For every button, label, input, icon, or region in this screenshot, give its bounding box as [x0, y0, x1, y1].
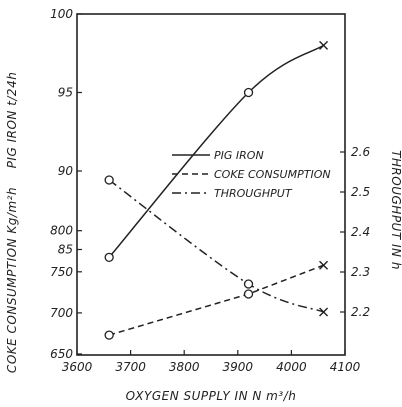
x-marker-stroke	[319, 40, 329, 50]
data-point-throughput	[243, 279, 254, 289]
y-tick-label-throughput: 2.6	[351, 145, 370, 159]
y-tick-label-pig-iron: 95	[58, 86, 73, 100]
y-tick-label-pig-iron: 90	[58, 164, 74, 178]
tick-labels: 3600 3700 3800 3900 4000 4100 85 90 95 100 650 700 7…	[50, 7, 370, 374]
y-tick-label-throughput: 2.4	[351, 225, 370, 239]
data-point-coke-consumption	[104, 330, 114, 340]
y-tick-label-pig-iron: 100	[50, 7, 73, 21]
plot-frame	[76, 13, 346, 356]
x-tick-label: 4100	[330, 360, 361, 374]
data-point-pig-iron	[319, 40, 329, 50]
legend-label: COKE CONSUMPTION	[214, 168, 331, 181]
data-point-pig-iron	[104, 252, 114, 263]
y-tick-label-coke: 650	[50, 347, 73, 361]
y-axis-label-pig-iron: PIG IRON t/24h	[5, 72, 19, 169]
series-line-pig-iron	[108, 44, 324, 258]
data-point-coke-consumption	[243, 289, 254, 299]
x-tick-label: 3600	[62, 360, 93, 374]
plot-axes	[76, 13, 346, 356]
data-point-throughput	[319, 307, 329, 317]
y-tick-label-coke: 800	[50, 224, 73, 238]
legend: PIG IRON COKE CONSUMPTION THROUGHPUT	[172, 149, 331, 200]
legend-label: THROUGHPUT	[214, 187, 293, 200]
data-point-pig-iron	[243, 87, 254, 98]
y-tick-label-throughput: 2.2	[351, 305, 370, 319]
data-point-coke-consumption	[319, 260, 329, 270]
x-tick-label: 3800	[169, 360, 200, 374]
series-line-throughput	[108, 179, 324, 313]
series-lines	[104, 40, 329, 340]
y-axis-label-coke: COKE CONSUMPTION Kg/m²h	[5, 187, 19, 373]
series-line-coke-consumption	[108, 264, 324, 336]
x-tick-label: 4000	[276, 360, 307, 374]
y-tick-label-throughput: 2.5	[351, 185, 370, 199]
x-axis-label: OXYGEN SUPPLY IN N m³/h	[126, 389, 297, 403]
y-tick-label-throughput: 2.3	[351, 265, 370, 279]
y-axis-label-throughput: THROUGHPUT IN h	[389, 150, 402, 270]
y-tick-label-coke: 750	[50, 265, 73, 279]
data-point-throughput	[104, 175, 114, 185]
x-marker-stroke	[319, 260, 329, 270]
x-tick-label: 3900	[223, 360, 254, 374]
x-tick-label: 3700	[115, 360, 146, 374]
y-tick-label-pig-iron: 85	[58, 243, 73, 257]
legend-label: PIG IRON	[214, 149, 264, 162]
y-tick-label-coke: 700	[50, 306, 73, 320]
x-marker-stroke	[319, 307, 329, 317]
